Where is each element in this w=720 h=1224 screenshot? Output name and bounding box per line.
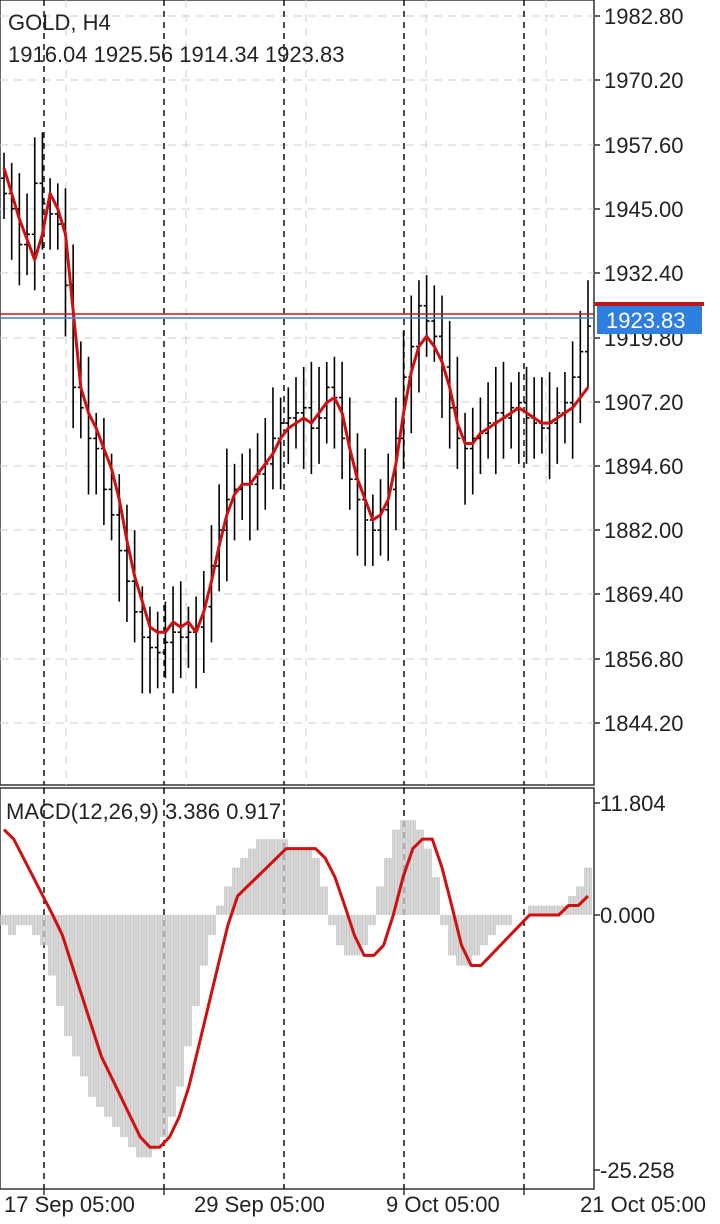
macd-tick-label: 0.000 [600, 903, 655, 928]
macd-panel[interactable] [0, 787, 595, 1190]
moving-average-lines [2, 167, 590, 634]
macd-axis: 11.804 0.000 -25.258 [594, 791, 675, 1183]
time-gridlines [43, 0, 547, 785]
price-tick-label: 1970.20 [604, 68, 684, 93]
symbol-label: GOLD, H4 [8, 10, 111, 35]
time-tick-label: 21 Oct 05:00 [580, 1192, 706, 1217]
price-tick-label: 1982.80 [604, 4, 684, 29]
time-tick-label: 17 Sep 05:00 [4, 1192, 135, 1217]
price-tick-label: 1856.80 [604, 647, 684, 672]
price-tick-label: 1907.20 [604, 390, 684, 415]
macd-tick-label: -25.258 [600, 1158, 675, 1183]
price-tick-label: 1882.00 [604, 518, 684, 543]
macd-signal-line [2, 828, 590, 1149]
price-gridlines [0, 15, 594, 724]
macd-label: MACD(12,26,9) 3.386 0.917 [6, 799, 281, 824]
price-tick-label: 1844.20 [604, 711, 684, 736]
price-axis: 1982.801970.201957.601945.001932.401919.… [594, 4, 684, 736]
ohlc-values: 1916.04 1925.56 1914.34 1923.83 [8, 42, 344, 67]
current-price-text: 1923.83 [606, 308, 686, 333]
time-tick-label: 9 Oct 05:00 [386, 1192, 500, 1217]
price-tick-label: 1869.40 [604, 582, 684, 607]
current-price-tag: 1923.83 [594, 302, 704, 334]
time-axis: 17 Sep 05:00 29 Sep 05:00 9 Oct 05:00 21 Oc… [4, 1189, 706, 1217]
price-tick-label: 1894.60 [604, 454, 684, 479]
time-tick-label: 29 Sep 05:00 [194, 1192, 325, 1217]
moving-average-line [2, 167, 590, 634]
price-tick-label: 1945.00 [604, 197, 684, 222]
signal-line [2, 828, 590, 1149]
price-tick-label: 1932.40 [604, 261, 684, 286]
price-tick-label: 1957.60 [604, 133, 684, 158]
main-panel[interactable] [0, 0, 595, 786]
macd-tick-label: 11.804 [600, 791, 666, 816]
